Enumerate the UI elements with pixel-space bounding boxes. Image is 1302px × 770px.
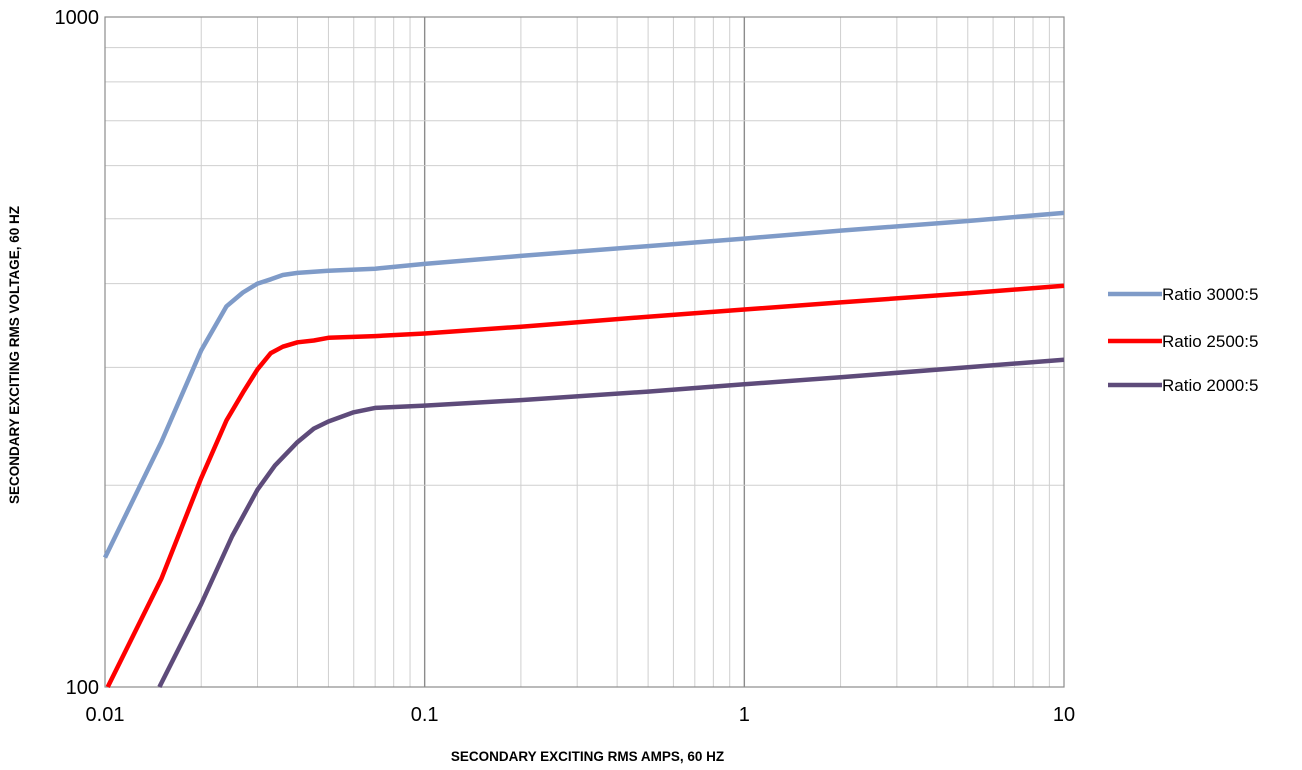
x-tick-label: 0.01 [86,704,125,726]
legend: Ratio 3000:5 Ratio 2500:5 Ratio 2000:5 [1108,285,1258,395]
series-line-2 [105,283,1065,688]
x-tick-label: 0.1 [411,704,439,726]
x-tick-label: 10 [1053,704,1075,726]
x-axis-title: SECONDARY EXCITING RMS AMPS, 60 HZ [451,749,724,764]
series-line-3 [157,357,1065,689]
legend-label: Ratio 2500:5 [1162,332,1258,351]
grid-layer [105,17,1064,687]
y-axis-title: SECONDARY EXCITING RMS VOLTAGE, 60 HZ [7,206,22,504]
legend-item: Ratio 3000:5 [1108,285,1258,304]
legend-item: Ratio 2500:5 [1108,332,1258,351]
y-tick-label: 100 [66,677,99,699]
legend-label: Ratio 2000:5 [1162,376,1258,395]
plot-frame [104,16,1065,688]
y-tick-label: 1000 [55,7,100,29]
series-line-1 [102,210,1065,559]
series-layer [102,210,1065,689]
tick-layer: 0.01 0.1 1 10 100 1000 [55,7,1076,726]
legend-label: Ratio 3000:5 [1162,285,1258,304]
legend-item: Ratio 2000:5 [1108,376,1258,395]
x-tick-label: 1 [739,704,750,726]
